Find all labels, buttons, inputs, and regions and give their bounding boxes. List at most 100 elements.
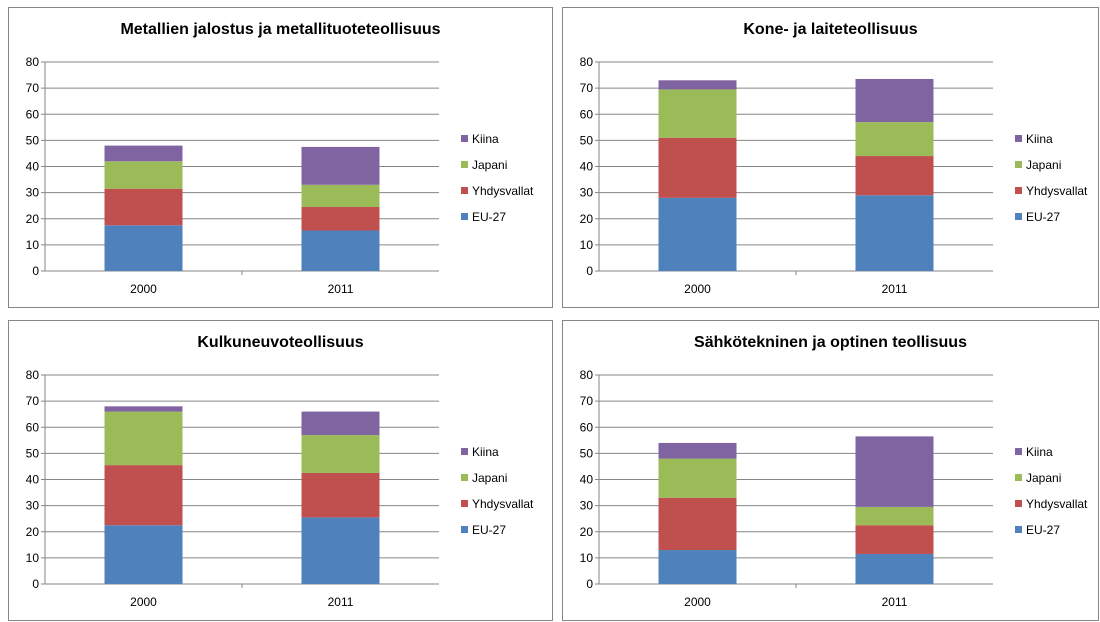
bar-segment bbox=[104, 411, 183, 466]
legend-swatch bbox=[1015, 187, 1022, 194]
x-tick-label: 2011 bbox=[328, 282, 354, 296]
y-tick-label: 20 bbox=[580, 212, 594, 226]
bar-segment bbox=[301, 206, 380, 231]
bar-segment bbox=[658, 497, 737, 551]
legend-label: EU-27 bbox=[472, 210, 506, 224]
legend-swatch bbox=[461, 213, 468, 220]
legend-label: Kiina bbox=[472, 445, 499, 459]
legend-label: Japani bbox=[472, 158, 507, 172]
bar-segment bbox=[301, 472, 380, 518]
y-tick-label: 0 bbox=[32, 264, 39, 278]
y-tick-label: 80 bbox=[26, 368, 40, 382]
bar-segment bbox=[301, 411, 380, 436]
legend-swatch bbox=[1015, 213, 1022, 220]
x-tick-label: 2000 bbox=[130, 595, 157, 609]
bar-segment bbox=[104, 161, 183, 189]
legend-label: Japani bbox=[472, 471, 507, 485]
x-tick-label: 2011 bbox=[882, 282, 908, 296]
bar-segment bbox=[104, 465, 183, 526]
legend-swatch bbox=[1015, 135, 1022, 142]
y-tick-label: 40 bbox=[26, 160, 40, 174]
chart-plot: 0 10 20 30 40 50 60 70 80 2000 2011 Kiina Japani Yhdy… bbox=[26, 368, 534, 609]
chart-title: Sähkötekninen ja optinen teollisuus bbox=[694, 334, 967, 351]
bar-segment bbox=[658, 442, 737, 459]
legend-label: Kiina bbox=[1026, 445, 1053, 459]
legend-label: EU-27 bbox=[1026, 523, 1060, 537]
bar-segment bbox=[855, 506, 934, 526]
bar-segment bbox=[855, 525, 934, 554]
legend-swatch bbox=[1015, 161, 1022, 168]
y-tick-label: 0 bbox=[586, 264, 593, 278]
bar-segment bbox=[301, 517, 380, 584]
y-tick-label: 60 bbox=[26, 420, 40, 434]
y-tick-label: 60 bbox=[26, 107, 40, 121]
y-tick-label: 40 bbox=[580, 160, 594, 174]
bar-segment bbox=[104, 406, 183, 412]
bar-segment bbox=[301, 435, 380, 473]
bar-segment bbox=[658, 80, 737, 90]
chart-title: Kone- ja laiteteollisuus bbox=[743, 21, 918, 38]
legend-swatch bbox=[1015, 448, 1022, 455]
y-tick-label: 70 bbox=[26, 394, 40, 408]
y-tick-label: 70 bbox=[580, 81, 594, 95]
y-tick-label: 50 bbox=[26, 133, 40, 147]
y-tick-label: 80 bbox=[580, 55, 594, 69]
legend-label: EU-27 bbox=[1026, 210, 1060, 224]
legend-swatch bbox=[461, 448, 468, 455]
y-tick-label: 60 bbox=[580, 420, 594, 434]
y-tick-label: 30 bbox=[26, 499, 40, 513]
bar-segment bbox=[855, 553, 934, 584]
legend-label: Kiina bbox=[472, 132, 499, 146]
legend-swatch bbox=[461, 500, 468, 507]
bar-segment bbox=[301, 146, 380, 185]
chart-plot: 0 10 20 30 40 50 60 70 80 2000 2011 Kiina Japani Yhdy… bbox=[580, 368, 1088, 609]
y-tick-label: 70 bbox=[26, 81, 40, 95]
legend-label: EU-27 bbox=[472, 523, 506, 537]
legend-label: Japani bbox=[1026, 471, 1061, 485]
bar-segment bbox=[855, 78, 934, 123]
legend-label: Yhdysvallat bbox=[472, 497, 534, 511]
y-tick-label: 60 bbox=[580, 107, 594, 121]
bar-segment bbox=[104, 525, 183, 584]
y-tick-label: 80 bbox=[580, 368, 594, 382]
y-tick-label: 50 bbox=[26, 446, 40, 460]
chart-plot: 0 10 20 30 40 50 60 70 80 2000 2011 Kiina Japani Yhdy… bbox=[580, 55, 1088, 296]
legend-swatch bbox=[461, 161, 468, 168]
x-tick-label: 2011 bbox=[882, 595, 908, 609]
chart-panel-kone-ja-laiteteollisuus: Kone- ja laiteteollisuus 0 10 20 30 40 50 60 70… bbox=[562, 7, 1099, 308]
y-tick-label: 10 bbox=[580, 551, 594, 565]
bar-segment bbox=[658, 550, 737, 584]
chart-plot: 0 10 20 30 40 50 60 70 80 2000 2011 Kiina Japani Yhdy… bbox=[26, 55, 534, 296]
chart-title: Metallien jalostus ja metallituoteteolli… bbox=[120, 21, 441, 38]
chart-title: Kulkuneuvoteollisuus bbox=[197, 334, 364, 351]
chart-panel-metallien-jalostus: Metallien jalostus ja metallituoteteolli… bbox=[8, 7, 553, 308]
x-tick-label: 2000 bbox=[130, 282, 157, 296]
bar-segment bbox=[658, 458, 737, 498]
legend-swatch bbox=[1015, 500, 1022, 507]
bar-segment bbox=[855, 156, 934, 196]
bar-segment bbox=[301, 230, 380, 271]
bar-segment bbox=[301, 184, 380, 207]
legend-label: Yhdysvallat bbox=[472, 184, 534, 198]
y-tick-label: 40 bbox=[580, 473, 594, 487]
bar-segment bbox=[855, 436, 934, 507]
bar-segment bbox=[855, 122, 934, 157]
bar-segment bbox=[104, 188, 183, 226]
bar-segment bbox=[658, 137, 737, 198]
y-tick-label: 0 bbox=[586, 577, 593, 591]
legend-label: Yhdysvallat bbox=[1026, 184, 1088, 198]
bar-segment bbox=[104, 225, 183, 271]
y-tick-label: 40 bbox=[26, 473, 40, 487]
y-tick-label: 70 bbox=[580, 394, 594, 408]
x-tick-label: 2011 bbox=[328, 595, 354, 609]
y-tick-label: 0 bbox=[32, 577, 39, 591]
legend-label: Japani bbox=[1026, 158, 1061, 172]
legend-swatch bbox=[461, 474, 468, 481]
legend-swatch bbox=[1015, 526, 1022, 533]
y-tick-label: 10 bbox=[580, 238, 594, 252]
legend-label: Kiina bbox=[1026, 132, 1053, 146]
bar-segment bbox=[104, 145, 183, 162]
legend-swatch bbox=[461, 187, 468, 194]
bar-segment bbox=[658, 197, 737, 271]
x-tick-label: 2000 bbox=[684, 282, 711, 296]
